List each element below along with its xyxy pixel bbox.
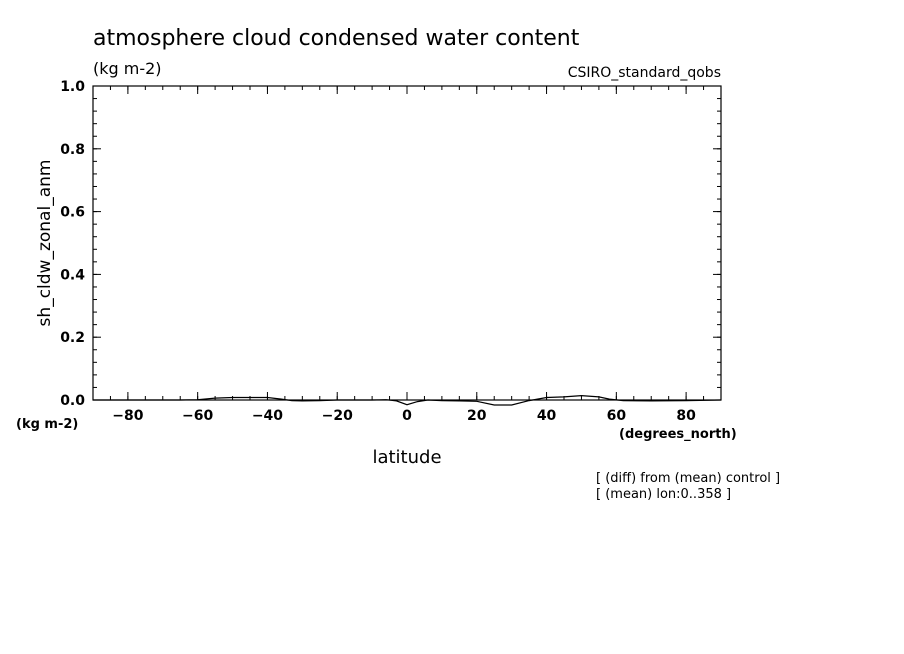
- chart-units: (kg m-2): [93, 59, 162, 78]
- axis-ticks: [93, 85, 721, 401]
- y-tick-label: 0.8: [60, 142, 85, 158]
- x-axis-label: latitude: [372, 447, 441, 468]
- y-tick-label: 0.4: [60, 267, 85, 283]
- x-tick-label: 80: [676, 408, 696, 424]
- x-tick-label: 60: [607, 408, 627, 424]
- y-axis-label: sh_cldw_zonal_anm: [35, 160, 55, 327]
- tick-labels: −80 −60 −40 −20 0 20 40 60 80 0.0 0.2 0.4 0.6 0.8 1.0: [60, 79, 696, 424]
- x-tick-label: 20: [467, 408, 487, 424]
- x-tick-label: −40: [252, 408, 283, 424]
- x-axis-unit: (degrees_north): [619, 427, 737, 442]
- model-name: CSIRO_standard_qobs: [568, 65, 721, 81]
- y-tick-label: 1.0: [60, 79, 85, 95]
- x-tick-label: −60: [182, 408, 213, 424]
- y-tick-label: 0.0: [60, 393, 85, 409]
- y-tick-label: 0.2: [60, 330, 85, 346]
- plot-frame: [92, 85, 722, 401]
- diff-note: [ (diff) from (mean) control ]: [596, 471, 780, 486]
- y-tick-label: 0.6: [60, 205, 85, 221]
- x-tick-label: −20: [322, 408, 353, 424]
- y-axis-unit: (kg m-2): [16, 417, 78, 432]
- chart-title: atmosphere cloud condensed water content: [93, 26, 580, 51]
- x-tick-label: 0: [402, 408, 412, 424]
- x-tick-label: −80: [112, 408, 143, 424]
- mean-note: [ (mean) lon:0..358 ]: [596, 487, 731, 502]
- series-line: [93, 394, 722, 406]
- x-tick-label: 40: [537, 408, 557, 424]
